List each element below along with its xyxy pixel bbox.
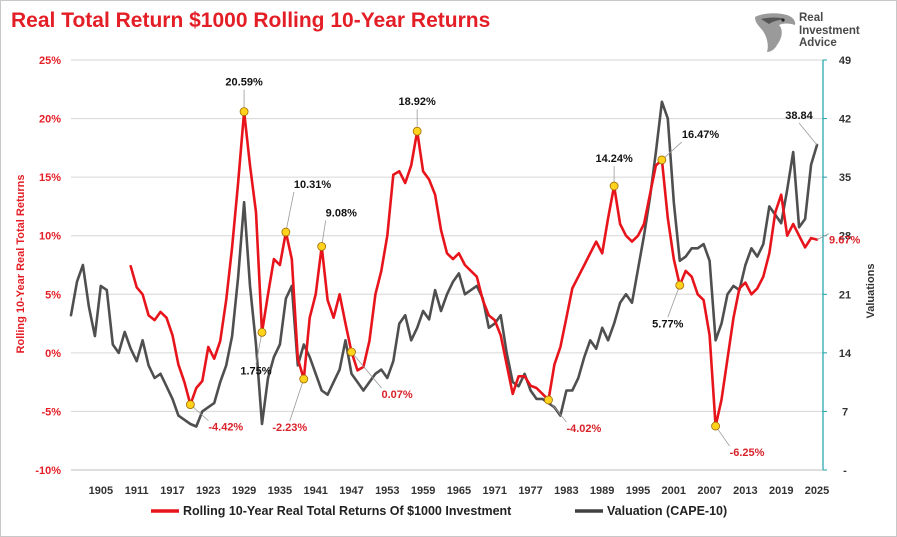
x-tick-label: 1989 [590,485,614,497]
annotation-leader [816,233,830,240]
x-tick-label: 2007 [697,485,721,497]
x-tick-label: 2025 [805,485,829,497]
left-axis-ticks: 25% 20% 15% 10% 5% 0% -5% -10% [35,55,61,477]
right-axis-title: Valuations [865,263,877,318]
x-tick-label: 1971 [483,485,507,497]
annotation-marker [317,242,327,251]
series-line-returns [129,110,819,428]
logo-line-1: Real [799,12,824,24]
annotation-leader [548,399,567,423]
annotation-label: 9.67% [829,235,860,247]
right-tick-label: 21 [839,289,851,301]
annotation-label: 18.92% [399,96,437,108]
annotation-leader [351,351,382,389]
x-tick-label: 1947 [339,485,363,497]
right-tick-label: 49 [839,55,851,67]
annotation-leader [667,285,681,318]
x-tick-label: 1995 [626,485,650,497]
annotation-marker [185,400,195,410]
x-tick-label: 1935 [268,485,292,497]
annotation-marker [675,280,685,290]
annotation-marker [299,374,309,384]
x-tick-label: 1941 [303,485,327,497]
annotation-label: 14.24% [595,153,633,165]
legend-label-cape: Valuation (CAPE-10) [607,504,727,518]
x-tick-label: 2001 [662,485,686,497]
legend: Rolling 10-Year Real Total Returns Of $1… [151,504,727,518]
annotation-label: 0.07% [382,389,413,401]
left-tick-label: -10% [35,465,61,477]
eagle-head-icon [755,13,796,52]
right-tick-label: 7 [842,406,848,418]
chart-title: Real Total Return $1000 Rolling 10-Year … [11,9,491,32]
annotation-leader [285,192,295,233]
x-tick-label: 1983 [554,485,578,497]
brand-logo: Real Investment Advice [753,11,893,59]
annotation-marker [281,227,291,237]
x-tick-label: 2019 [769,485,793,497]
right-axis-ticks: 49 42 35 28 21 14 7 - [823,55,852,477]
x-tick-label: 1959 [411,485,435,497]
annotation-label: 16.47% [682,129,720,141]
annotation-marker [544,395,553,405]
series-layer [69,100,819,428]
right-tick-label: 35 [839,172,851,184]
x-tick-label: 1923 [196,485,220,497]
x-tick-label: 1977 [518,485,542,497]
annotation-label: -6.25% [730,447,765,459]
annotation-leader [798,122,818,146]
x-tick-label: 1911 [125,485,149,497]
annotation-label: -4.42% [208,422,243,434]
series-line-cape [69,100,819,428]
left-tick-label: 15% [39,172,61,184]
logo-text: Real Investment Advice [799,12,860,50]
right-tick-label: - [843,465,847,477]
annotation-marker [239,107,249,117]
annotation-label: -4.02% [566,423,601,435]
annotation-label: -2.23% [272,422,307,434]
right-tick-label: 14 [839,348,852,360]
annotation-leader [289,378,305,422]
left-tick-label: 20% [39,114,61,126]
annotation-label: 20.59% [225,77,263,89]
x-tick-label: 1965 [447,485,471,497]
legend-label-returns: Rolling 10-Year Real Total Returns Of $1… [183,504,512,518]
annotation-marker [657,155,667,165]
annotation-marker [347,347,356,357]
left-tick-label: -5% [41,406,61,418]
annotation-marker [711,421,720,431]
x-tick-label: 1953 [375,485,399,497]
x-tick-label: 1929 [232,485,256,497]
annotation-label: 10.31% [294,179,332,191]
x-tick-label: 1905 [89,485,113,497]
left-tick-label: 10% [39,231,61,243]
annotation-marker [257,327,267,337]
right-tick-label: 28 [839,231,851,243]
x-axis-ticks: 1905 1911 1917 1923 1929 1935 1941 1947 1953 1959… [89,485,830,497]
logo-line-2: Investment [799,24,860,37]
x-tick-label: 1917 [160,485,184,497]
annotation-marker [609,181,619,191]
x-tick-label: 2013 [733,485,757,497]
annotation-marker [412,126,422,136]
annotations-layer: 20.59% 10.31% 9.08% 18.92% 14.24% 16.47% 1.75%… [185,77,860,459]
right-tick-label: 42 [839,114,851,126]
left-tick-label: 25% [39,55,61,67]
left-axis-title: Rolling 10-Year Real Total Returns [15,175,27,354]
annotation-leader [661,141,683,161]
left-tick-label: 5% [45,289,61,301]
annotation-leader [255,332,263,365]
logo-line-3: Advice [799,37,837,49]
left-tick-label: 0% [45,348,61,360]
annotation-label: 9.08% [326,207,357,219]
annotation-label: 1.75% [240,365,271,377]
annotation-label: 38.84 [785,110,813,122]
annotation-label: 5.77% [652,318,683,330]
axes [71,60,824,471]
